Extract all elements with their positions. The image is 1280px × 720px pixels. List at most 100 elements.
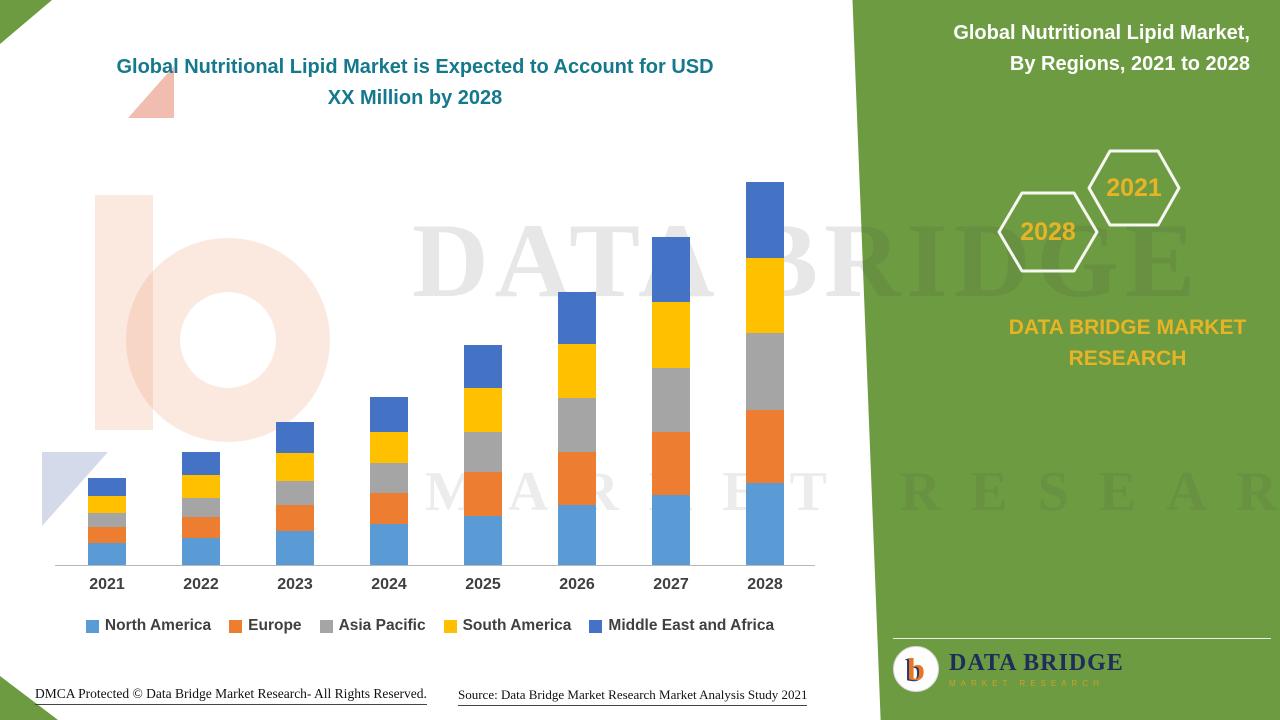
panel-title: Global Nutritional Lipid Market, By Regi… <box>953 18 1250 80</box>
bar-segment-2023-europe <box>276 505 314 531</box>
chart-legend: North America Europe Asia Pacific South Ame… <box>40 617 820 635</box>
bar-stack-2021 <box>88 478 126 565</box>
bar-stack-2025 <box>464 345 502 565</box>
bar-segment-2028-south-america <box>746 258 784 333</box>
bar-segment-2027-middle-east-and-africa <box>652 237 690 302</box>
chart-title: Global Nutritional Lipid Market is Expec… <box>70 52 760 114</box>
x-axis-label-2023: 2023 <box>277 576 313 593</box>
chart-title-line1: Global Nutritional Lipid Market is Expec… <box>116 56 714 78</box>
source-note: Source: Data Bridge Market Research Mark… <box>458 687 808 706</box>
bar-segment-2023-asia-pacific <box>276 481 314 505</box>
logo-divider-line <box>893 638 1271 639</box>
bar-segment-2024-north-america <box>370 524 408 565</box>
bar-segment-2026-north-america <box>558 505 596 565</box>
bar-stack-2022 <box>182 452 220 565</box>
bar-segment-2026-europe <box>558 452 596 505</box>
bar-segment-2026-south-america <box>558 344 596 398</box>
legend-swatch-icon <box>589 619 603 633</box>
legend-swatch-icon <box>85 619 99 633</box>
bar-column-2023 <box>248 165 342 565</box>
x-axis-label-2026: 2026 <box>559 576 595 593</box>
bar-segment-2026-middle-east-and-africa <box>558 292 596 344</box>
bar-segment-2025-middle-east-and-africa <box>464 345 502 388</box>
bar-segment-2024-middle-east-and-africa <box>370 397 408 432</box>
legend-label: Middle East and Africa <box>608 617 775 634</box>
bar-segment-2027-north-america <box>652 495 690 565</box>
legend-item-south-america: South America <box>443 617 572 635</box>
bar-segment-2021-middle-east-and-africa <box>88 478 126 496</box>
x-axis-label-2022: 2022 <box>183 576 219 593</box>
bar-segment-2021-south-america <box>88 496 126 513</box>
bar-segment-2025-asia-pacific <box>464 432 502 472</box>
bar-segment-2027-south-america <box>652 302 690 368</box>
bar-segment-2022-europe <box>182 517 220 538</box>
bar-stack-2026 <box>558 292 596 565</box>
legend-label: Europe <box>248 617 302 634</box>
x-axis-line <box>55 565 815 566</box>
legend-swatch-icon <box>443 619 457 633</box>
bar-segment-2027-asia-pacific <box>652 368 690 432</box>
panel-title-line1: Global Nutritional Lipid Market, <box>953 22 1250 44</box>
bar-column-2022 <box>154 165 248 565</box>
dmca-notice: DMCA Protected © Data Bridge Market Rese… <box>35 686 427 705</box>
panel-brand-line1: DATA BRIDGE MARKET <box>1008 316 1247 339</box>
stacked-bar-plot <box>60 165 812 565</box>
legend-label: South America <box>462 617 572 634</box>
x-axis-label-2021: 2021 <box>89 576 125 593</box>
bar-segment-2027-europe <box>652 432 690 495</box>
bar-column-2021 <box>60 165 154 565</box>
bar-segment-2021-europe <box>88 527 126 543</box>
bar-segment-2022-south-america <box>182 475 220 498</box>
legend-label: North America <box>104 617 212 634</box>
bar-segment-2022-asia-pacific <box>182 498 220 517</box>
logo-tagline: MARKET RESEARCH <box>949 679 1104 689</box>
bar-stack-2027 <box>652 237 690 565</box>
bar-stack-2028 <box>746 182 784 565</box>
bar-column-2025 <box>436 165 530 565</box>
corner-triangle-bottom-left <box>0 676 58 720</box>
bar-stack-2024 <box>370 397 408 565</box>
bar-segment-2021-north-america <box>88 543 126 565</box>
corner-triangle-top-left <box>0 0 52 44</box>
legend-swatch-icon <box>319 619 333 633</box>
bar-segment-2024-asia-pacific <box>370 463 408 493</box>
bar-segment-2024-south-america <box>370 432 408 463</box>
bar-segment-2023-north-america <box>276 531 314 565</box>
bar-segment-2028-north-america <box>746 483 784 565</box>
legend-item-europe: Europe <box>229 617 302 635</box>
bar-segment-2025-south-america <box>464 388 502 432</box>
bar-stack-2023 <box>276 422 314 565</box>
bar-segment-2022-north-america <box>182 538 220 565</box>
bar-column-2026 <box>530 165 624 565</box>
bar-segment-2028-asia-pacific <box>746 333 784 410</box>
logo-circle-icon: b <box>893 646 939 692</box>
logo-wordmark: DATA BRIDGE MARKET RESEARCH <box>949 650 1124 688</box>
hexagon-outline-icon <box>997 191 1099 273</box>
bar-segment-2024-europe <box>370 493 408 524</box>
x-axis-label-2025: 2025 <box>465 576 501 593</box>
x-axis-label-2024: 2024 <box>371 576 407 593</box>
chart-title-line2: XX Million by 2028 <box>327 87 503 109</box>
legend-label: Asia Pacific <box>338 617 426 634</box>
x-axis-labels: 2021 2022 2023 2024 2025 2026 2027 2028 <box>60 576 812 594</box>
hexagon-2028-year: 2028 <box>1020 217 1076 246</box>
panel-title-line2: By Regions, 2021 to 2028 <box>1009 53 1250 75</box>
bar-column-2028 <box>718 165 812 565</box>
bar-segment-2028-europe <box>746 410 784 483</box>
legend-item-asia-pacific: Asia Pacific <box>319 617 426 635</box>
legend-swatch-icon <box>229 619 243 633</box>
x-axis-label-2027: 2027 <box>653 576 689 593</box>
hexagon-2021: 2021 <box>1086 148 1182 228</box>
bar-segment-2025-europe <box>464 472 502 516</box>
hexagon-outline-icon <box>1087 149 1181 227</box>
legend-item-middle-east-and-africa: Middle East and Africa <box>589 617 774 635</box>
data-bridge-logo: b DATA BRIDGE MARKET RESEARCH <box>893 646 1124 692</box>
bar-segment-2023-south-america <box>276 453 314 481</box>
bar-segment-2026-asia-pacific <box>558 398 596 452</box>
bar-column-2027 <box>624 165 718 565</box>
bar-segment-2025-north-america <box>464 516 502 565</box>
bar-segment-2028-middle-east-and-africa <box>746 182 784 258</box>
panel-brand-line2: RESEARCH <box>1068 347 1187 370</box>
